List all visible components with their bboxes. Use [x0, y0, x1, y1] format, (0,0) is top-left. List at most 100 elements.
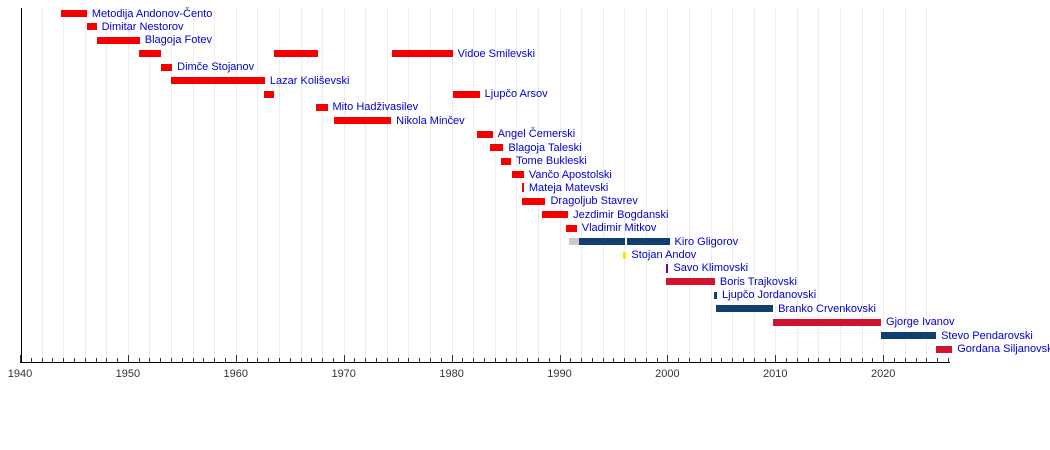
axis-minor-tick	[214, 358, 216, 362]
axis-minor-tick	[419, 358, 421, 362]
y-axis-line	[21, 8, 22, 362]
axis-minor-tick	[764, 358, 766, 362]
axis-minor-tick	[365, 358, 367, 362]
person-label: Dimče Stojanov	[177, 61, 255, 74]
term-bar	[138, 50, 162, 58]
term-bar	[512, 171, 524, 179]
axis-minor-tick	[462, 358, 464, 362]
person-label: Ljupčo Arsov	[484, 88, 548, 101]
axis-minor-tick	[473, 358, 475, 362]
gridline	[537, 8, 539, 362]
term-bar	[452, 90, 480, 98]
axis-minor-tick	[430, 358, 432, 362]
axis-minor-tick	[63, 358, 65, 362]
axis-minor-tick	[742, 358, 744, 362]
gridline	[667, 8, 669, 362]
person-label: Dimitar Nestorov	[101, 20, 184, 33]
axis-major-tick	[559, 355, 561, 362]
axis-minor-tick	[505, 358, 507, 362]
axis-minor-tick	[829, 358, 831, 362]
axis-minor-tick	[95, 358, 97, 362]
axis-major-tick	[127, 355, 129, 362]
term-bar	[623, 251, 627, 259]
term-bar	[315, 103, 328, 111]
gridline	[904, 8, 906, 362]
axis-minor-tick	[225, 358, 226, 362]
gridline	[171, 8, 173, 362]
gridline	[861, 8, 863, 362]
gridline	[710, 8, 712, 362]
axis-minor-tick	[732, 358, 734, 362]
gridline	[257, 8, 259, 362]
axis-minor-tick	[678, 358, 680, 362]
gridline	[559, 8, 561, 362]
person-label: Dragoljub Stavrev	[550, 195, 638, 208]
axis-minor-tick	[818, 358, 820, 362]
axis-minor-tick	[311, 358, 313, 362]
term-bar	[521, 183, 524, 193]
term-bar	[713, 291, 718, 299]
person-label: Gordana Siljanovska	[957, 343, 1050, 355]
axis-minor-tick	[850, 358, 852, 362]
term-bar	[161, 63, 173, 71]
axis-minor-tick	[796, 358, 798, 362]
gridline	[818, 8, 820, 362]
axis-minor-tick	[117, 358, 119, 362]
term-bar	[171, 77, 265, 85]
gridline	[840, 8, 842, 362]
gridline	[581, 8, 583, 362]
person-label: Jezdimir Bogdanski	[573, 208, 669, 221]
axis-minor-tick	[483, 358, 485, 362]
gridline	[278, 8, 280, 362]
term-bar	[333, 117, 392, 125]
person-label: Vančo Apostolski	[528, 168, 612, 181]
term-bar	[96, 36, 140, 44]
person-label: Kiro Gligorov	[674, 235, 739, 248]
axis-major-tick	[20, 355, 21, 362]
term-bar	[666, 263, 669, 273]
person-label: Boris Trajkovski	[719, 275, 797, 288]
person-label: Stojan Andov	[631, 249, 697, 262]
axis-minor-tick	[171, 358, 173, 362]
gridline	[688, 8, 690, 362]
axis-minor-tick	[807, 358, 809, 362]
axis-minor-tick	[915, 358, 917, 362]
axis-minor-tick	[699, 358, 701, 362]
plot-area: 1940 1950 1960 1970 1980 1990 2000 2010 2020 Meto…	[8, 8, 1050, 381]
person-label: Stevo Pendarovski	[941, 329, 1033, 342]
person-label: Angel Čemerski	[497, 128, 576, 141]
term-bar	[565, 224, 577, 232]
axis-minor-tick	[322, 358, 324, 362]
axis-minor-tick	[570, 358, 572, 362]
term-bar	[477, 130, 493, 138]
axis-minor-tick	[602, 358, 604, 362]
axis-minor-tick	[688, 358, 690, 362]
term-bar	[578, 238, 626, 246]
axis-minor-tick	[753, 358, 755, 362]
axis-minor-tick	[397, 358, 399, 362]
gridline	[84, 8, 86, 362]
axis-minor-tick	[30, 358, 32, 362]
legend: Political Affiliation: IndependentCommun…	[0, 385, 1050, 450]
term-bar	[627, 238, 670, 246]
axis-minor-tick	[656, 358, 658, 362]
axis-minor-tick	[581, 358, 583, 362]
axis-major-tick	[343, 355, 345, 362]
axis-minor-tick	[84, 358, 86, 362]
person-label: Savo Klimovski	[673, 262, 749, 275]
axis-minor-tick	[376, 358, 378, 362]
gridline	[386, 8, 388, 362]
gridline	[624, 8, 626, 362]
term-bar	[490, 144, 504, 152]
term-bar	[773, 318, 882, 326]
axis-minor-tick	[537, 358, 539, 362]
gridline	[408, 8, 410, 362]
term-bar	[569, 238, 579, 246]
axis-major-tick	[775, 355, 777, 362]
gridline	[796, 8, 798, 362]
axis-year-label: 1960	[223, 368, 249, 380]
axis-minor-tick	[278, 358, 280, 362]
axis-minor-tick	[354, 358, 356, 362]
term-bar	[392, 50, 453, 58]
